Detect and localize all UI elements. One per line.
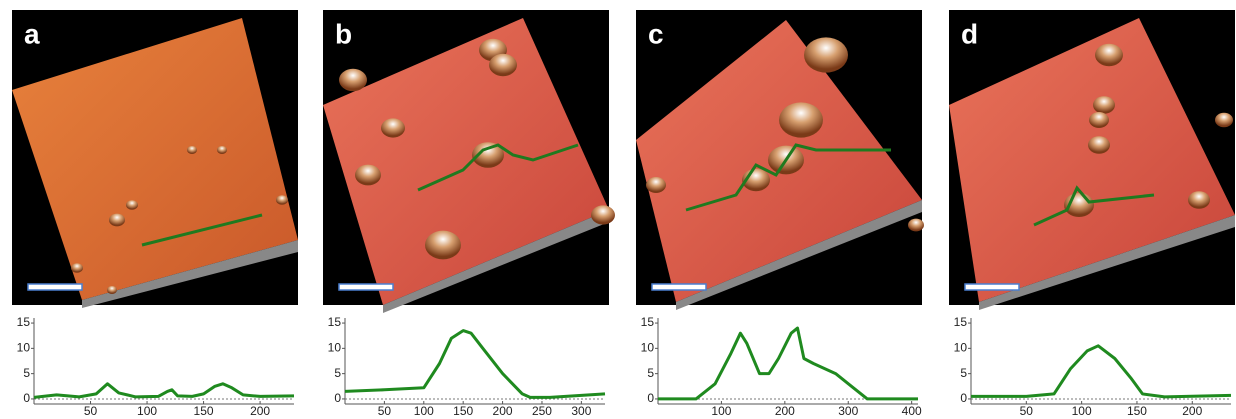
panel-label: b bbox=[335, 18, 352, 49]
panel-label: a bbox=[24, 18, 40, 49]
afm-feature bbox=[591, 205, 615, 224]
x-tick-label: 200 bbox=[250, 404, 270, 418]
profile-curve bbox=[345, 331, 605, 398]
x-tick-label: 150 bbox=[1127, 404, 1147, 418]
x-tick-label: 150 bbox=[194, 404, 214, 418]
afm-feature bbox=[107, 286, 117, 294]
x-tick-label: 400 bbox=[902, 404, 922, 418]
afm-feature bbox=[1095, 44, 1123, 66]
afm-feature bbox=[71, 263, 83, 273]
afm-feature bbox=[1215, 113, 1233, 127]
x-tick-label: 100 bbox=[1072, 404, 1092, 418]
x-tick-label: 50 bbox=[1020, 404, 1034, 418]
profile-curve bbox=[658, 328, 918, 399]
y-tick-label: 15 bbox=[328, 315, 342, 329]
y-tick-label: 15 bbox=[641, 315, 655, 329]
y-tick-label: 5 bbox=[334, 366, 341, 380]
y-tick-label: 10 bbox=[328, 341, 342, 355]
profile-curve bbox=[34, 384, 294, 398]
afm-feature bbox=[276, 195, 288, 205]
afm-feature bbox=[489, 54, 517, 76]
afm-feature bbox=[355, 165, 381, 186]
panel-label: d bbox=[961, 18, 978, 49]
y-tick-label: 0 bbox=[23, 391, 30, 405]
afm-feature bbox=[908, 219, 924, 232]
afm-feature bbox=[646, 177, 666, 193]
afm-feature bbox=[187, 146, 197, 154]
x-tick-label: 50 bbox=[84, 404, 98, 418]
y-tick-label: 10 bbox=[954, 341, 968, 355]
figure: a05101550100150200b051015501001502002503… bbox=[0, 0, 1236, 419]
y-tick-label: 10 bbox=[17, 341, 31, 355]
scale-bar bbox=[28, 284, 82, 290]
afm-feature bbox=[339, 69, 367, 91]
y-tick-label: 15 bbox=[954, 315, 968, 329]
scale-bar bbox=[652, 284, 706, 290]
x-tick-label: 100 bbox=[414, 404, 434, 418]
y-tick-label: 0 bbox=[647, 391, 654, 405]
afm-feature bbox=[804, 37, 848, 72]
x-tick-label: 200 bbox=[775, 404, 795, 418]
y-tick-label: 10 bbox=[641, 341, 655, 355]
afm-feature bbox=[109, 214, 125, 227]
afm-feature bbox=[779, 102, 823, 137]
afm-feature bbox=[1089, 112, 1109, 128]
afm-feature bbox=[126, 200, 138, 210]
scale-bar bbox=[339, 284, 393, 290]
x-tick-label: 250 bbox=[532, 404, 552, 418]
scale-bar bbox=[965, 284, 1019, 290]
profile-curve bbox=[971, 346, 1231, 397]
panel-label: c bbox=[648, 18, 664, 49]
afm-feature bbox=[1188, 191, 1210, 209]
y-tick-label: 5 bbox=[960, 366, 967, 380]
x-tick-label: 150 bbox=[453, 404, 473, 418]
y-tick-label: 15 bbox=[17, 315, 31, 329]
x-tick-label: 300 bbox=[571, 404, 591, 418]
y-tick-label: 0 bbox=[334, 391, 341, 405]
x-tick-label: 200 bbox=[493, 404, 513, 418]
x-tick-label: 50 bbox=[378, 404, 392, 418]
y-tick-label: 5 bbox=[23, 366, 30, 380]
x-tick-label: 200 bbox=[1182, 404, 1202, 418]
afm-feature bbox=[1088, 136, 1110, 154]
x-tick-label: 300 bbox=[838, 404, 858, 418]
afm-feature bbox=[1093, 96, 1115, 114]
afm-feature bbox=[217, 146, 227, 154]
y-tick-label: 0 bbox=[960, 391, 967, 405]
afm-feature bbox=[381, 118, 405, 137]
afm-feature bbox=[425, 231, 461, 260]
x-tick-label: 100 bbox=[711, 404, 731, 418]
x-tick-label: 100 bbox=[137, 404, 157, 418]
y-tick-label: 5 bbox=[647, 366, 654, 380]
